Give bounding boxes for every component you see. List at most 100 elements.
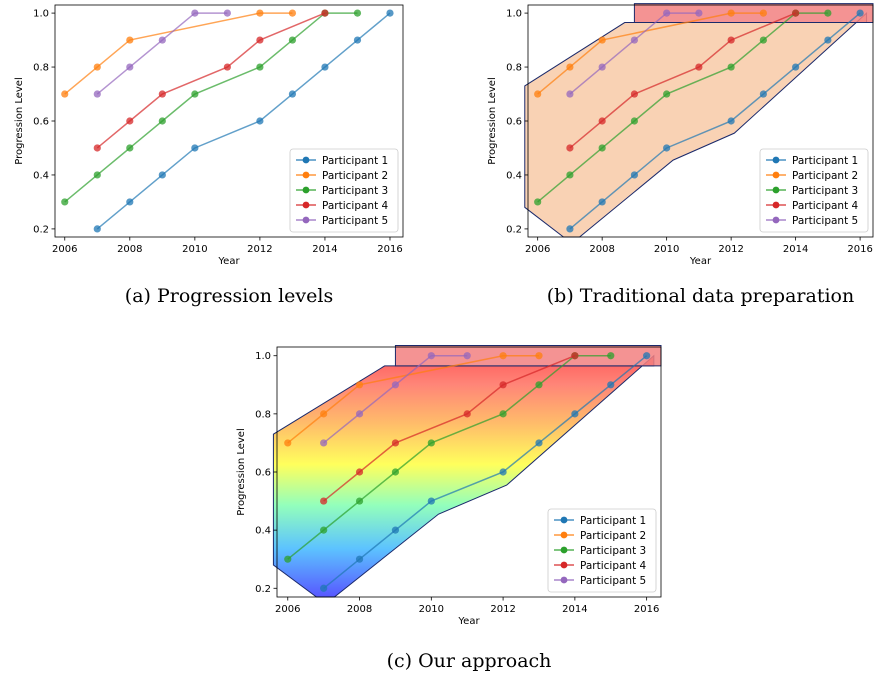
data-point: [356, 381, 363, 388]
legend-marker: [303, 187, 310, 194]
data-point: [94, 171, 101, 178]
y-tick-label: 0.6: [33, 117, 49, 128]
data-point: [256, 9, 263, 16]
legend-marker: [773, 202, 780, 209]
caption-b: (b) Traditional data preparation: [547, 285, 854, 307]
data-point: [663, 144, 670, 151]
data-point: [464, 352, 471, 359]
x-axis-label: Year: [457, 616, 480, 627]
x-tick-label: 2016: [847, 244, 872, 255]
data-point: [728, 63, 735, 70]
y-tick-label: 0.4: [506, 170, 522, 181]
y-axis-label: Progression Level: [236, 428, 247, 516]
x-tick-label: 2012: [247, 244, 272, 255]
x-tick-label: 2006: [52, 244, 77, 255]
data-point: [566, 144, 573, 151]
data-point: [760, 90, 767, 97]
legend-marker: [561, 517, 568, 524]
y-tick-label: 0.6: [255, 468, 271, 479]
data-point: [256, 63, 263, 70]
data-point: [857, 9, 864, 16]
data-point: [191, 90, 198, 97]
y-tick-label: 1.0: [255, 351, 271, 362]
data-point: [631, 117, 638, 124]
legend-marker: [773, 157, 780, 164]
x-tick-label: 2016: [377, 244, 402, 255]
y-axis-label: Progression Level: [14, 77, 25, 165]
data-point: [191, 9, 198, 16]
x-tick-label: 2006: [525, 244, 550, 255]
y-tick-label: 0.2: [506, 224, 522, 235]
data-point: [191, 144, 198, 151]
data-point: [94, 144, 101, 151]
chart-panel-c: 2006 2008 2010 2012 2014 2016 0.2 0.4 0.6 0.8 1.0…: [236, 346, 661, 672]
y-axis-ticks: 0.2 0.4 0.6 0.8 1.0: [33, 9, 55, 236]
data-point: [599, 36, 606, 43]
legend-marker: [561, 562, 568, 569]
data-point: [607, 352, 614, 359]
data-point: [663, 9, 670, 16]
data-point: [824, 36, 831, 43]
y-tick-label: 1.0: [506, 9, 522, 20]
legend-entry-label: Participant 2: [580, 530, 646, 542]
legend-entry-label: Participant 3: [580, 545, 646, 557]
legend: Participant 1Participant 2Participant 3P…: [548, 509, 656, 592]
data-point: [61, 198, 68, 205]
data-point: [289, 90, 296, 97]
legend-marker: [561, 547, 568, 554]
legend-entry-label: Participant 2: [792, 170, 858, 182]
data-point: [663, 90, 670, 97]
data-point: [535, 352, 542, 359]
legend-marker: [303, 157, 310, 164]
data-point: [566, 225, 573, 232]
data-point: [354, 9, 361, 16]
y-tick-label: 0.4: [255, 526, 271, 537]
data-point: [320, 527, 327, 534]
data-point: [356, 410, 363, 417]
data-point: [256, 117, 263, 124]
x-tick-label: 2006: [275, 604, 300, 615]
data-point: [224, 9, 231, 16]
data-point: [320, 497, 327, 504]
data-point: [792, 63, 799, 70]
legend-entry-label: Participant 2: [322, 170, 388, 182]
legend-marker: [303, 217, 310, 224]
series-line-participant-5: [97, 13, 227, 94]
x-axis-label: Year: [217, 256, 240, 267]
data-point: [356, 556, 363, 563]
data-point: [631, 90, 638, 97]
legend-marker: [773, 172, 780, 179]
data-point: [824, 9, 831, 16]
chart-panel-b: 2006 2008 2010 2012 2014 2016 0.20.40.60.81.0…: [487, 4, 873, 307]
data-point: [566, 171, 573, 178]
data-point: [159, 117, 166, 124]
data-point: [566, 90, 573, 97]
data-point: [695, 9, 702, 16]
data-point: [728, 9, 735, 16]
legend-marker: [561, 532, 568, 539]
y-tick-label: 0.2: [33, 224, 49, 235]
data-point: [159, 36, 166, 43]
x-tick-label: 2008: [347, 604, 372, 615]
y-tick-label: 0.4: [33, 170, 49, 181]
y-axis-label: Progression Level: [487, 77, 498, 165]
data-point: [428, 497, 435, 504]
y-tick-label: 0.8: [255, 409, 271, 420]
x-tick-label: 2014: [783, 244, 808, 255]
data-point: [159, 171, 166, 178]
data-point: [631, 36, 638, 43]
data-point: [284, 439, 291, 446]
data-point: [126, 198, 133, 205]
data-point: [499, 381, 506, 388]
data-point: [356, 497, 363, 504]
legend-entry-label: Participant 5: [792, 215, 858, 227]
legend-entry-label: Participant 1: [322, 155, 388, 167]
legend-entry-label: Participant 5: [322, 215, 388, 227]
data-point: [535, 439, 542, 446]
y-tick-label: 1.0: [33, 9, 49, 20]
x-tick-label: 2014: [312, 244, 337, 255]
legend: Participant 1Participant 2Participant 3P…: [290, 149, 398, 232]
legend: Participant 1Participant 2Participant 3P…: [760, 149, 868, 232]
data-point: [392, 439, 399, 446]
data-point: [535, 381, 542, 388]
